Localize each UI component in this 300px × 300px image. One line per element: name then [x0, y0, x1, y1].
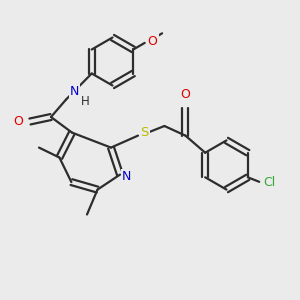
Text: S: S	[140, 126, 149, 139]
Text: Cl: Cl	[263, 176, 275, 189]
Text: N: N	[70, 85, 79, 98]
Text: O: O	[148, 35, 158, 49]
Text: O: O	[181, 88, 190, 101]
Text: N: N	[122, 169, 131, 183]
Text: H: H	[80, 94, 89, 108]
Text: O: O	[14, 115, 23, 128]
